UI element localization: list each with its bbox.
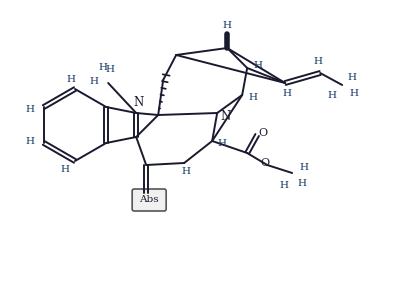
Text: H: H — [25, 137, 34, 146]
Text: H: H — [106, 64, 115, 74]
Text: H: H — [99, 62, 108, 71]
Text: H: H — [218, 139, 227, 149]
Text: O: O — [259, 128, 268, 138]
Text: H: H — [254, 62, 263, 71]
Text: H: H — [223, 21, 232, 30]
Text: H: H — [328, 91, 337, 100]
Text: H: H — [182, 168, 191, 176]
Text: H: H — [298, 178, 307, 188]
Text: H: H — [90, 76, 99, 86]
Text: O: O — [261, 158, 270, 168]
Text: H: H — [348, 72, 357, 81]
Text: H: H — [60, 164, 69, 173]
Text: N: N — [220, 110, 230, 122]
Text: H: H — [279, 180, 289, 190]
Text: Abs: Abs — [140, 195, 159, 205]
Text: N: N — [133, 96, 143, 110]
FancyBboxPatch shape — [132, 189, 166, 211]
Text: H: H — [314, 57, 323, 66]
Text: H: H — [67, 74, 75, 84]
Text: H: H — [283, 89, 292, 98]
Text: H: H — [350, 88, 359, 98]
Text: H: H — [249, 93, 258, 101]
Text: H: H — [25, 105, 34, 113]
Text: H: H — [300, 163, 309, 173]
